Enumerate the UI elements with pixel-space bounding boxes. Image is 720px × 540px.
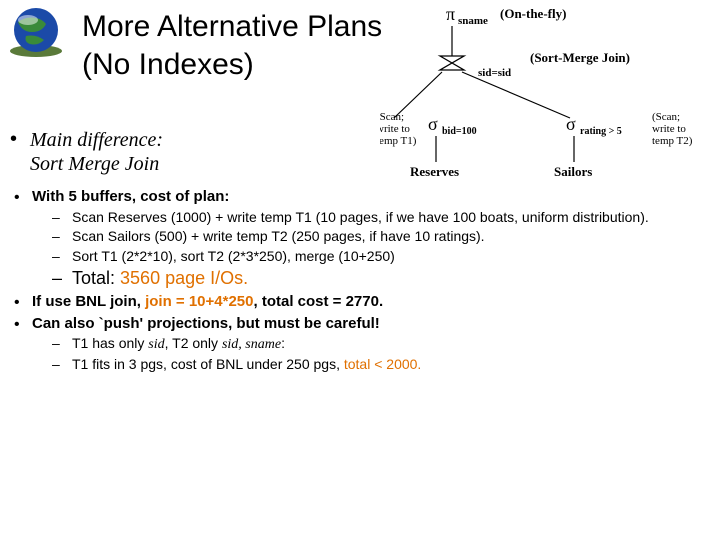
total-label: Total:	[72, 268, 120, 288]
svg-text:(Scan;: (Scan;	[380, 111, 404, 123]
subbullet-t1-t2-cols: T1 has only sid, T2 only sid, sname:	[40, 335, 714, 354]
svg-text:temp T2): temp T2)	[652, 135, 693, 147]
bullet-cost-of-plan: With 5 buffers, cost of plan: Scan Reser…	[12, 188, 714, 290]
t2-only: , T2 only	[165, 335, 222, 351]
total-under-2000: total < 2000.	[344, 356, 421, 372]
heading2-line-2: Sort Merge Join	[30, 153, 159, 175]
svg-text:Sailors: Sailors	[554, 164, 592, 179]
subbullet-scan-sailors: Scan Sailors (500) + write temp T2 (250 …	[40, 228, 714, 246]
bullet-push-projections: Can also `push' projections, but must be…	[12, 315, 714, 374]
svg-text:sid=sid: sid=sid	[478, 67, 511, 79]
bnl-lead: If use BNL join,	[32, 293, 145, 310]
heading-bullet: •	[10, 128, 17, 151]
bnl-join-cost-text: join = 10+4*250	[145, 293, 253, 310]
svg-text:rating > 5: rating > 5	[580, 126, 622, 137]
svg-text:sname: sname	[458, 15, 488, 27]
svg-text:write to: write to	[380, 123, 410, 135]
subbullet-t1-fits: T1 fits in 3 pgs, cost of BNL under 250 …	[40, 356, 714, 374]
svg-text:Reserves: Reserves	[410, 164, 459, 179]
svg-text:(On-the-fly): (On-the-fly)	[500, 6, 566, 21]
total-value: 3560 page I/Os.	[120, 268, 248, 288]
cost-of-plan-lead: With 5 buffers, cost of plan:	[32, 188, 229, 205]
title-line-1: More Alternative Plans	[82, 10, 382, 43]
svg-text:temp T1): temp T1)	[380, 135, 417, 147]
globe-icon	[6, 6, 66, 58]
push-proj-text: Can also `push' projections, but must be…	[32, 315, 380, 332]
svg-text:π: π	[446, 4, 455, 24]
query-tree-diagram: π sname (On-the-fly) sid=sid (Sort-Merge…	[380, 4, 716, 184]
slide-title: More Alternative Plans (No Indexes)	[82, 8, 382, 83]
svg-text:(Sort-Merge Join): (Sort-Merge Join)	[530, 50, 630, 65]
colon: :	[281, 335, 285, 351]
svg-text:σ: σ	[428, 114, 438, 134]
heading2-line-1: Main difference:	[30, 129, 163, 151]
subbullet-sort-merge: Sort T1 (2*2*10), sort T2 (2*3*250), mer…	[40, 248, 714, 266]
bnl-total: , total cost = 2770.	[253, 293, 383, 310]
main-difference-heading: Main difference: Sort Merge Join	[30, 128, 163, 176]
subbullet-total: Total: 3560 page I/Os.	[40, 267, 714, 290]
sid-sname: sid, sname	[222, 337, 281, 352]
subbullet-scan-reserves: Scan Reserves (1000) + write temp T1 (10…	[40, 209, 714, 227]
svg-text:bid=100: bid=100	[442, 126, 477, 137]
svg-text:σ: σ	[566, 114, 576, 134]
bnl-join-cost: join = 10+4*250	[145, 293, 253, 310]
t1-fits-text: T1 fits in 3 pgs, cost of BNL under 250 …	[72, 356, 344, 372]
sid-1: sid	[148, 337, 164, 352]
bullet-bnl-join: If use BNL join, join = 10+4*250, total …	[12, 293, 714, 312]
svg-text:(Scan;: (Scan;	[652, 111, 680, 123]
svg-text:write to: write to	[652, 123, 686, 135]
t1-has: T1 has only	[72, 335, 148, 351]
title-line-2: (No Indexes)	[82, 48, 254, 81]
slide-body: With 5 buffers, cost of plan: Scan Reser…	[12, 188, 714, 376]
